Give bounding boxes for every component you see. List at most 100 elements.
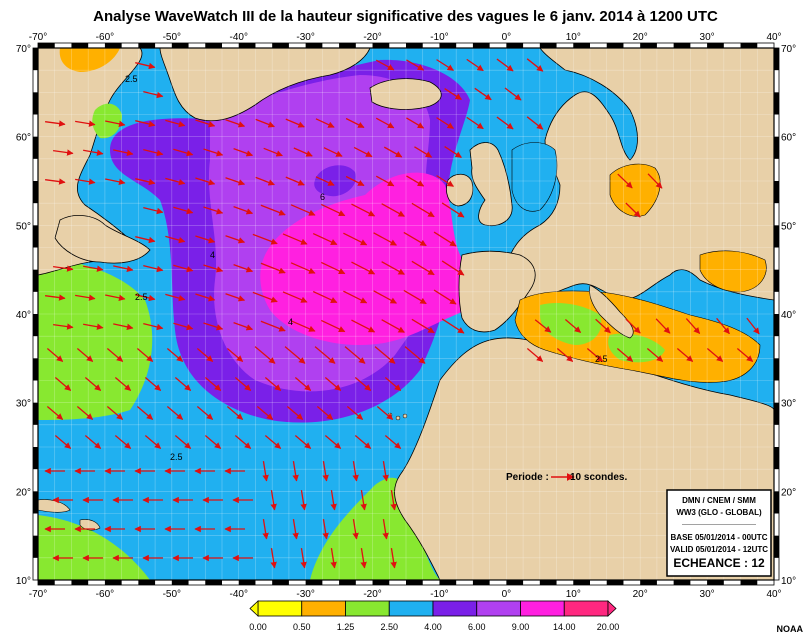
wave-arrow: [75, 294, 96, 301]
wave-arrow: [113, 265, 134, 273]
info-agency: DMN / CNEM / SMM: [682, 496, 756, 505]
wave-arrow: [234, 377, 252, 391]
colorbar-segment: [476, 600, 521, 617]
longitude-tick-label: 30°: [700, 32, 715, 43]
land-italy: [589, 284, 634, 339]
wave-arrow: [143, 264, 164, 273]
wave-arrow: [320, 261, 346, 275]
wave-arrow: [354, 377, 372, 391]
wave-arrow: [173, 206, 194, 215]
wave-arrow: [143, 322, 164, 331]
colorbar-label: 4.00: [424, 622, 442, 632]
info-base: BASE 05/01/2014 - 00UTC: [671, 533, 768, 542]
wave-arrow: [436, 175, 454, 187]
wave-arrow: [203, 322, 224, 331]
wave-arrow: [260, 262, 286, 274]
wave-arrow: [360, 548, 367, 569]
longitude-tick-label: -50°: [163, 32, 181, 43]
wave-arrow: [135, 178, 156, 186]
contour-label: 4: [210, 250, 215, 260]
wave-arrow: [466, 58, 484, 72]
wave-arrow: [195, 177, 216, 186]
ocean-black-sea: [699, 250, 767, 293]
wave-arrow: [46, 406, 64, 420]
wave-arrow: [381, 203, 405, 217]
wave-arrow: [595, 318, 611, 334]
land-iceland: [369, 78, 442, 110]
wave-arrow: [746, 317, 760, 335]
wave-arrow: [354, 435, 372, 449]
land-maritime-canada: [54, 215, 151, 264]
wave-arrow: [255, 176, 275, 186]
wave-arrow: [290, 204, 316, 216]
wave-arrow: [226, 406, 244, 420]
wave-arrow: [270, 490, 277, 511]
wave-arrow: [374, 346, 396, 364]
wave-arrow: [165, 119, 186, 128]
wave-arrow: [474, 87, 492, 101]
wave-arrow: [285, 118, 305, 128]
wave-arrow: [411, 260, 435, 276]
wave-arrow: [444, 88, 462, 100]
longitude-tick-label: 30°: [700, 589, 715, 600]
wave-arrow: [436, 117, 454, 129]
map-frame: [32, 42, 780, 586]
wave-direction-arrows: [44, 58, 760, 569]
land-ireland: [446, 173, 474, 207]
latitude-tick-label: 40°: [781, 310, 796, 321]
wave-arrow: [411, 202, 435, 218]
wave-arrow: [433, 231, 457, 247]
longitude-tick-label: 10°: [566, 589, 581, 600]
wave-arrow: [174, 435, 192, 449]
wave-arrow: [316, 406, 334, 420]
wave-arrow: [496, 116, 514, 130]
wave-arrow: [685, 318, 701, 334]
wave-arrow: [404, 346, 426, 364]
wave-arrow: [300, 490, 307, 511]
wave-arrow: [312, 290, 338, 304]
wave-arrow: [441, 202, 465, 218]
latitude-tick-label: 10°: [16, 576, 31, 587]
wave-arrow: [270, 548, 277, 569]
wave-arrow: [414, 146, 433, 158]
wave-arrow: [264, 377, 282, 391]
wave-arrow: [351, 319, 376, 333]
wave-arrow: [204, 435, 222, 449]
wave-arrow: [260, 320, 286, 332]
longitude-tick-label: -20°: [363, 589, 381, 600]
wave-arrow: [324, 435, 342, 449]
longitude-tick-label: 40°: [766, 32, 781, 43]
wave-arrow: [384, 435, 402, 449]
wave-arrow: [293, 147, 313, 157]
wave-arrow: [196, 406, 214, 420]
wave-arrow: [173, 322, 194, 331]
wave-arrow: [53, 149, 74, 156]
longitude-tick-label: -70°: [29, 589, 47, 600]
colorbar-segment: [563, 600, 609, 617]
colorbar-label: 14.00: [553, 622, 576, 632]
wave-arrow: [736, 348, 754, 362]
wave-arrow: [706, 348, 724, 362]
wave-arrow: [173, 264, 194, 273]
latitude-tick-label: 20°: [16, 487, 31, 498]
wave-arrow: [195, 235, 216, 244]
wave-arrow: [625, 202, 641, 218]
latitude-tick-label: 60°: [16, 133, 31, 144]
longitude-tick-label: -10°: [430, 589, 448, 600]
wave-arrow: [203, 148, 224, 157]
wave-arrow: [406, 117, 425, 129]
latitude-tick-label: 70°: [781, 44, 796, 55]
colorbar-label: 20.00: [597, 622, 620, 632]
wave-arrow: [174, 377, 192, 391]
ocean-hudson-strait: [59, 48, 120, 72]
contour-label: 2.5: [125, 74, 138, 84]
colorbar-segment: [432, 600, 478, 617]
wave-arrow: [300, 548, 307, 569]
wave-arrow: [534, 319, 552, 333]
wave-arrow: [262, 519, 269, 540]
wave-arrow: [345, 117, 365, 129]
info-valid: VALID 05/01/2014 - 12UTC: [670, 545, 768, 554]
wave-arrow: [390, 548, 397, 569]
wave-arrow: [294, 435, 312, 449]
latitude-tick-label: 50°: [781, 221, 796, 232]
